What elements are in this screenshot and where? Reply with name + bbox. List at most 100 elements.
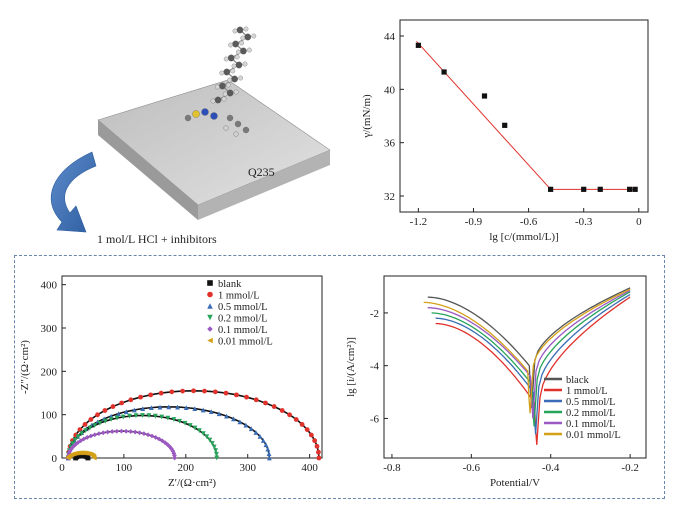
steel-plate-icon — [97, 79, 331, 220]
data-point — [263, 400, 268, 406]
data-point — [214, 451, 219, 457]
data-point — [91, 455, 97, 461]
molecule-atom — [238, 75, 243, 81]
x-tick-label: -0.6 — [520, 216, 538, 228]
molecule-atom — [240, 35, 246, 41]
data-point — [171, 417, 177, 422]
legend-label: 0.01 mmol/L — [218, 337, 273, 348]
data-point — [253, 397, 259, 403]
data-point — [87, 425, 93, 431]
legend-label: 0.1 mmol/L — [218, 325, 268, 336]
y-axis-label: lg [i/(A/cm²)] — [345, 337, 357, 397]
x-tick-label: -0.9 — [465, 216, 483, 228]
molecule-atom — [228, 42, 233, 48]
molecule-atom — [239, 40, 244, 46]
molecule-atom — [234, 54, 240, 60]
legend-label: 0.2 mmol/L — [218, 314, 268, 325]
data-point — [84, 435, 90, 440]
data-point — [257, 433, 263, 439]
data-point — [119, 400, 125, 406]
data-point — [244, 394, 249, 400]
data-point — [96, 431, 102, 437]
data-point — [192, 425, 198, 431]
x-axis-label: Z′/(Ω·cm²) — [168, 477, 216, 489]
data-point — [182, 420, 188, 426]
data-point — [231, 416, 236, 422]
data-point — [133, 413, 139, 419]
data-point — [441, 69, 447, 75]
data-point — [279, 408, 285, 413]
legend-marker — [207, 314, 213, 321]
data-point — [128, 397, 134, 403]
data-point — [97, 420, 103, 426]
data-point — [140, 413, 145, 418]
data-point — [141, 431, 147, 437]
x-tick-label: 0 — [59, 462, 65, 474]
data-point — [66, 450, 72, 456]
data-point — [253, 430, 259, 435]
molecule-atom — [223, 125, 229, 131]
data-point — [92, 432, 98, 438]
data-point — [120, 414, 126, 420]
x-tick-label: -0.2 — [621, 462, 638, 474]
polarization-curve — [431, 291, 631, 427]
data-point — [157, 404, 163, 410]
data-point — [183, 405, 189, 411]
data-point — [145, 432, 151, 438]
data-point — [92, 423, 98, 428]
x-tick-label: 0 — [636, 216, 642, 228]
data-point — [224, 413, 229, 419]
molecule-atom — [223, 56, 229, 62]
data-point — [77, 427, 83, 433]
y-tick-label: 32 — [384, 191, 395, 203]
molecule-atom — [222, 91, 228, 97]
molecule-atom — [233, 131, 239, 137]
legend-label: 0.2 mmol/L — [566, 408, 616, 419]
data-point — [263, 442, 269, 448]
data-point — [102, 408, 108, 413]
data-point — [138, 394, 143, 400]
data-point — [123, 409, 129, 415]
data-point — [70, 441, 76, 446]
data-point — [502, 122, 508, 128]
data-point — [632, 186, 638, 192]
data-point — [266, 455, 272, 461]
legend-label: 1 mmol/L — [566, 386, 608, 397]
data-point — [170, 448, 176, 454]
molecule-atom — [243, 26, 249, 32]
x-tick-label: 100 — [116, 462, 133, 474]
legend-marker — [207, 326, 213, 332]
molecule-atom — [184, 114, 192, 122]
data-point — [314, 443, 320, 449]
data-point — [100, 430, 106, 436]
fit-line — [416, 40, 552, 190]
molecule-atom — [201, 108, 209, 116]
data-point — [312, 438, 318, 444]
y-tick-label: 200 — [41, 366, 58, 378]
y-tick-label: 36 — [384, 138, 396, 150]
data-point — [200, 431, 206, 437]
data-point — [213, 448, 219, 454]
data-point — [207, 437, 213, 443]
data-point — [200, 407, 206, 413]
molecule-atom — [233, 89, 239, 95]
data-point — [287, 412, 292, 418]
molecule-atom — [251, 33, 257, 39]
data-point — [132, 429, 138, 435]
data-point — [137, 430, 143, 436]
data-point — [211, 444, 217, 450]
data-point — [102, 418, 108, 424]
data-point — [127, 413, 132, 419]
data-point — [152, 413, 158, 419]
data-point — [72, 437, 78, 443]
data-point — [481, 93, 488, 99]
data-point — [83, 428, 88, 434]
molecule-atom — [242, 61, 248, 67]
y-tick-label: 40 — [384, 84, 396, 96]
data-point — [146, 413, 152, 419]
molecule-atom — [219, 70, 225, 76]
data-point — [175, 404, 180, 410]
data-point — [131, 407, 137, 413]
